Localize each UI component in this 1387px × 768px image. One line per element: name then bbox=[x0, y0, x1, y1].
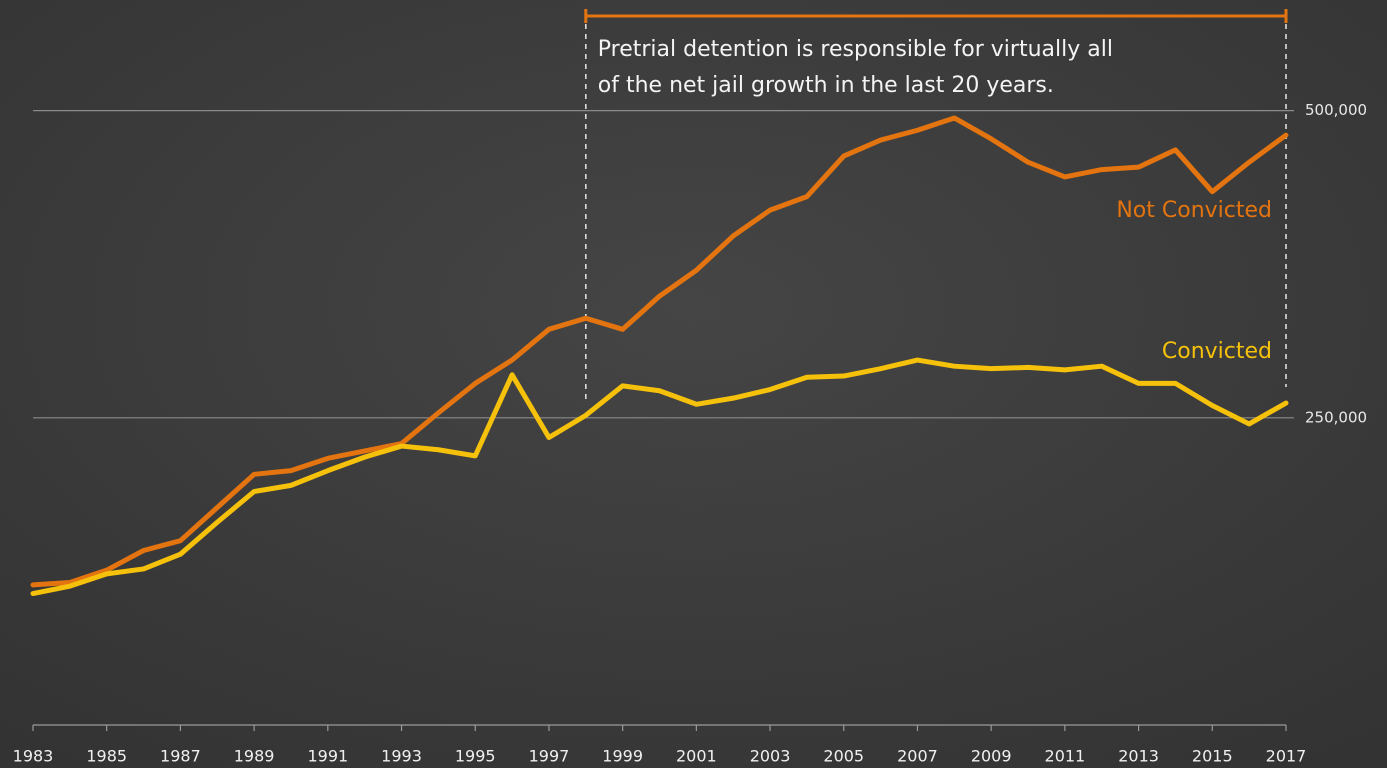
series-label: Not Convicted bbox=[1116, 198, 1272, 223]
x-tick-label: 2005 bbox=[823, 747, 864, 766]
annotation-text: Pretrial detention is responsible for vi… bbox=[598, 37, 1113, 62]
y-tick-label: 250,000 bbox=[1305, 408, 1367, 426]
x-tick-label: 1991 bbox=[307, 747, 348, 766]
x-tick-label: 2009 bbox=[971, 747, 1012, 766]
x-tick-label: 2001 bbox=[676, 747, 717, 766]
x-tick-label: 1997 bbox=[529, 747, 570, 766]
x-tick-label: 1983 bbox=[13, 747, 54, 766]
series-line bbox=[30, 115, 1289, 588]
y-tick-label: 500,000 bbox=[1305, 101, 1367, 119]
x-tick-label: 1999 bbox=[602, 747, 643, 766]
x-tick-label: 2015 bbox=[1192, 747, 1233, 766]
annotation-text: of the net jail growth in the last 20 ye… bbox=[598, 73, 1054, 98]
x-tick-label: 1989 bbox=[234, 747, 275, 766]
x-tick-label: 1987 bbox=[160, 747, 201, 766]
x-tick-label: 2003 bbox=[750, 747, 791, 766]
x-tick-label: 1985 bbox=[86, 747, 127, 766]
x-tick-label: 2017 bbox=[1266, 747, 1307, 766]
x-tick-label: 1995 bbox=[455, 747, 496, 766]
x-tick-label: 2007 bbox=[897, 747, 938, 766]
series-label: Convicted bbox=[1162, 339, 1272, 364]
series-line bbox=[30, 357, 1289, 597]
x-tick-label: 2013 bbox=[1118, 747, 1159, 766]
x-tick-label: 1993 bbox=[381, 747, 422, 766]
x-tick-label: 2011 bbox=[1045, 747, 1086, 766]
